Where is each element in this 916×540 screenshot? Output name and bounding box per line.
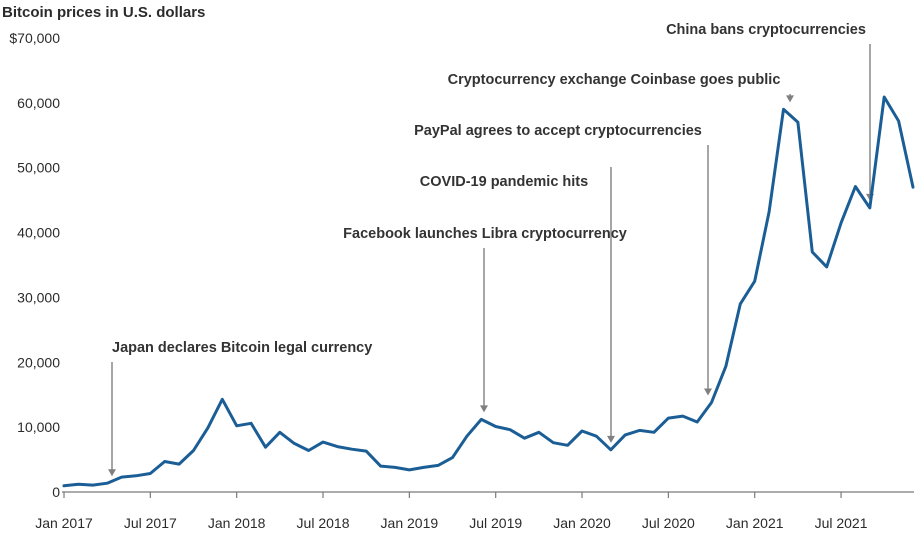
annotation-arrowhead xyxy=(704,388,712,396)
annotation-arrowhead xyxy=(786,95,794,103)
x-tick-label: Jan 2020 xyxy=(553,515,611,531)
annotation-arrowhead xyxy=(480,405,488,413)
annotations: Japan declares Bitcoin legal currency Fac… xyxy=(108,22,874,477)
bitcoin-price-line xyxy=(62,95,915,488)
x-tick-label: Jul 2019 xyxy=(469,515,522,531)
annotation-label: Japan declares Bitcoin legal currency xyxy=(112,340,372,356)
x-tick-label: Jan 2021 xyxy=(726,515,784,531)
annotation-arrowhead xyxy=(108,469,116,477)
y-tick-label: 60,000 xyxy=(17,95,60,111)
annotation-label: PayPal agrees to accept cryptocurrencies xyxy=(414,123,702,139)
chart-title: Bitcoin prices in U.S. dollars xyxy=(2,4,205,21)
annotation-label: Facebook launches Libra cryptocurrency xyxy=(343,226,627,242)
x-tick-label: Jul 2020 xyxy=(642,515,695,531)
y-tick-label: 50,000 xyxy=(17,160,60,176)
x-tick-label: Jul 2018 xyxy=(297,515,350,531)
axes: 0 10,000 20,000 30,000 40,000 50,000 60,000 $70… xyxy=(9,30,914,531)
x-tick-label: Jul 2021 xyxy=(815,515,868,531)
y-tick-label: 0 xyxy=(52,484,60,500)
x-tick-label: Jan 2018 xyxy=(208,515,266,531)
y-tick-label: $70,000 xyxy=(9,30,60,46)
x-tick-label: Jan 2017 xyxy=(35,515,93,531)
y-tick-label: 40,000 xyxy=(17,225,60,241)
y-tick-label: 30,000 xyxy=(17,289,60,305)
annotation-label: COVID-19 pandemic hits xyxy=(420,174,588,190)
y-tick-label: 10,000 xyxy=(17,419,60,435)
series-layer xyxy=(62,95,915,488)
x-tick-label: Jan 2019 xyxy=(381,515,439,531)
annotation-label: Cryptocurrency exchange Coinbase goes pu… xyxy=(448,72,781,88)
annotation-arrowhead xyxy=(607,435,615,443)
annotation-label: China bans cryptocurrencies xyxy=(666,22,866,38)
x-tick-label: Jul 2017 xyxy=(124,515,177,531)
y-tick-label: 20,000 xyxy=(17,354,60,370)
